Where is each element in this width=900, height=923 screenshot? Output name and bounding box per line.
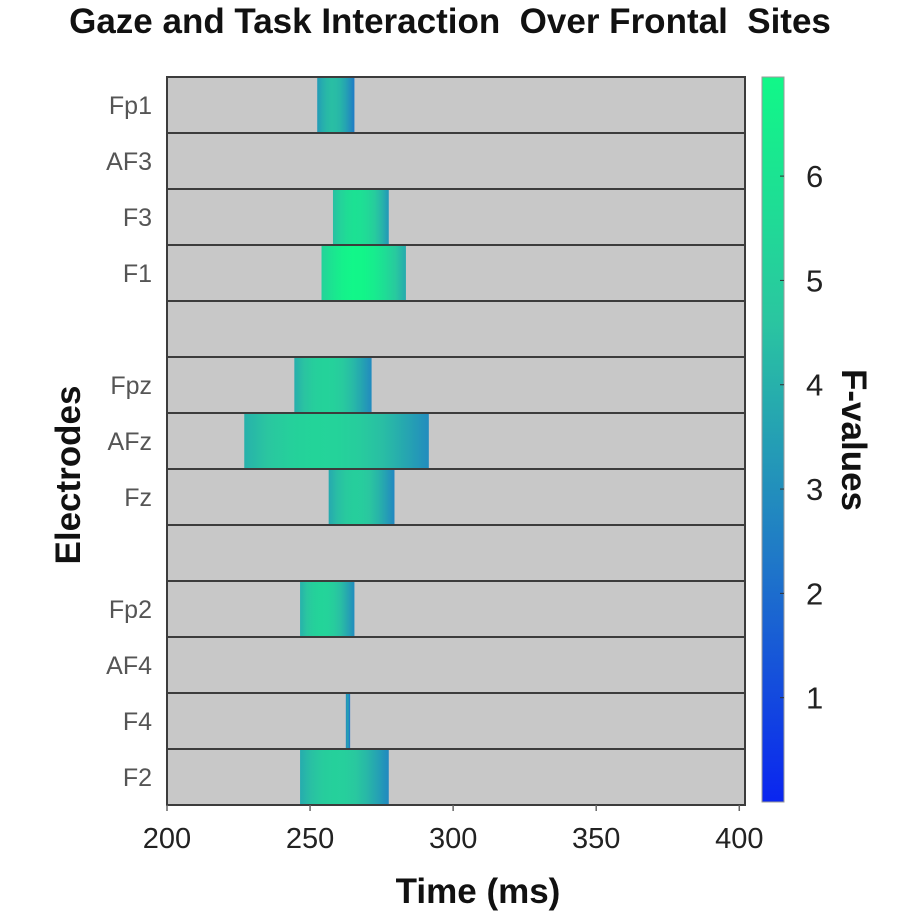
- colorbar-tick-label: 5: [806, 263, 823, 298]
- colorbar-tick-label: 6: [806, 159, 823, 194]
- heatmap-row: F2: [123, 748, 746, 806]
- y-tick-label: Fp2: [109, 596, 152, 624]
- row-background: [167, 133, 745, 189]
- row-background: [167, 189, 745, 245]
- heatmap-row: Fp2: [109, 580, 746, 638]
- heatmap-row: [166, 524, 746, 582]
- colorbar-tick-label: 2: [806, 576, 823, 611]
- significance-span: [328, 469, 395, 525]
- x-tick-label: 350: [572, 823, 620, 855]
- y-tick-label: AF3: [106, 148, 152, 176]
- colorbar-gradient: [761, 76, 785, 803]
- row-background: [167, 749, 745, 805]
- colorbar-tick-label: 4: [806, 368, 823, 403]
- row-border: [166, 748, 746, 806]
- heatmap-row: AF3: [106, 132, 746, 190]
- y-tick-label: F3: [123, 204, 152, 232]
- chart-title: Gaze and Task Interaction Over Frontal S…: [69, 2, 831, 41]
- heatmap-row: AFz: [108, 412, 746, 470]
- x-tick-label: 200: [143, 823, 191, 855]
- y-tick-label: F4: [123, 708, 152, 736]
- x-tick-label: 400: [715, 823, 763, 855]
- heatmap-row: [166, 300, 746, 358]
- y-tick-label: F2: [123, 764, 152, 792]
- heatmap-row: F4: [123, 692, 746, 750]
- y-tick-label: AFz: [108, 428, 152, 456]
- colorbar-tick-label: 1: [806, 681, 823, 716]
- significance-span: [300, 581, 355, 637]
- y-tick-label: Fp1: [109, 92, 152, 120]
- colorbar-title: F-values: [834, 369, 873, 511]
- heatmap-row: F3: [123, 188, 746, 246]
- y-tick-label: AF4: [106, 652, 152, 680]
- significance-span: [294, 357, 372, 413]
- y-tick-label: F1: [123, 260, 152, 288]
- heatmap-row: AF4: [106, 636, 746, 694]
- row-background: [167, 469, 745, 525]
- heatmap-row: F1: [123, 244, 746, 302]
- y-axis-title: Electrodes: [49, 386, 88, 565]
- colorbar: 1 2 3 4 5 6: [761, 76, 823, 803]
- row-background: [167, 693, 745, 749]
- significance-span: [244, 413, 429, 469]
- x-tick-label: 300: [429, 823, 477, 855]
- x-axis-title: Time (ms): [396, 872, 561, 911]
- row-background: [167, 357, 745, 413]
- heatmap-row: Fpz: [110, 356, 746, 414]
- row-background: [167, 637, 745, 693]
- row-background: [167, 77, 745, 133]
- y-tick-label: Fz: [124, 484, 152, 512]
- significance-span: [321, 245, 406, 301]
- heatmap-row: Fp1: [109, 76, 746, 134]
- row-background: [167, 525, 745, 581]
- x-axis: 200 250 300 350 400: [143, 805, 763, 855]
- row-background: [167, 581, 745, 637]
- significance-span: [300, 749, 389, 805]
- row-background: [167, 245, 745, 301]
- x-tick-label: 250: [286, 823, 334, 855]
- significance-span: [317, 77, 355, 133]
- heatmap-row: Fz: [124, 468, 746, 526]
- colorbar-tick-label: 3: [806, 472, 823, 507]
- significance-span: [332, 189, 389, 245]
- y-tick-label: Fpz: [110, 372, 152, 400]
- row-background: [167, 301, 745, 357]
- significance-span: [345, 693, 351, 749]
- heatmap-rows: Fp1 AF3 F3 F1 Fpz AFz Fz Fp2 AF4 F4 F2: [106, 76, 746, 806]
